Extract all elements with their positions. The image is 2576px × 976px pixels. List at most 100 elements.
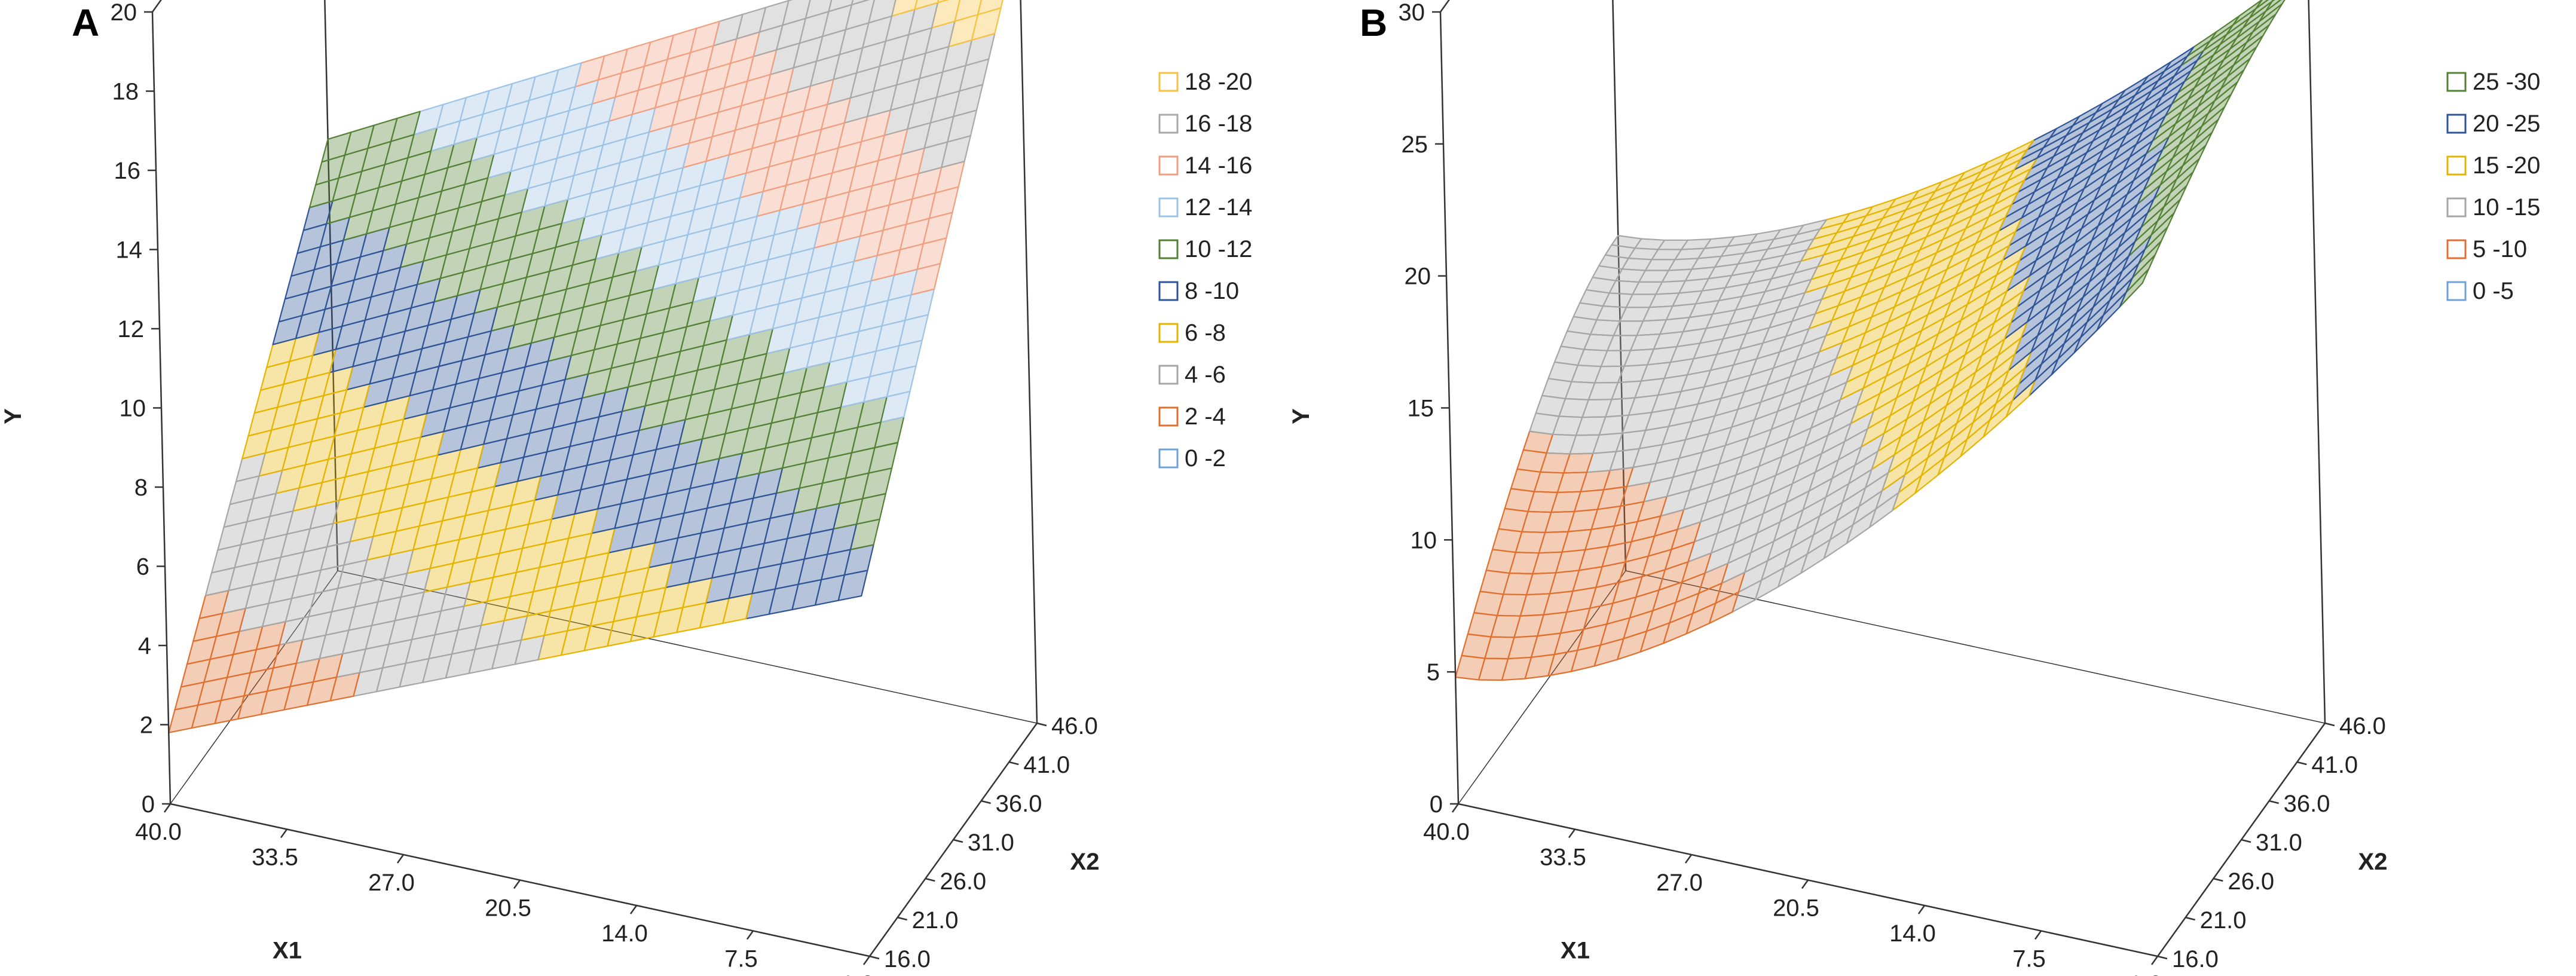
x2-tick-mark <box>953 839 963 843</box>
legend: 18 -20 16 -18 14 -16 12 -14 10 -12 8 -10 6 -8 4… <box>1158 69 1252 472</box>
y-tick-label: 14 <box>116 237 143 264</box>
surface-cell <box>891 0 918 17</box>
surface-cell <box>937 0 949 4</box>
legend-entry: 12 -14 <box>1158 194 1252 221</box>
legend-entry: 10 -15 <box>2446 194 2540 221</box>
x2-tick-label: 31.0 <box>968 830 1014 856</box>
legend-label: 12 -14 <box>1185 194 1252 221</box>
x2-axis-title: X2 <box>2358 849 2388 875</box>
x1-tick-label: 1.0 <box>2129 971 2162 976</box>
legend-entry: 4 -6 <box>1158 362 1226 388</box>
x1-tick-label: 27.0 <box>368 870 415 896</box>
surface-cell <box>850 0 870 6</box>
legend-entry: 10 -12 <box>1158 236 1252 262</box>
back-wall-corner-edge <box>324 0 339 571</box>
y-tick-label: 2 <box>140 712 153 739</box>
legend-swatch <box>1158 239 1179 259</box>
x2-tick-mark <box>869 955 880 960</box>
surface-chart-a: A 0 2 4 6 8 10 12 14 16 18 20 40.0 33.5 27.0 20.5 14.0 7.… <box>0 0 1252 976</box>
legend-label: 5 -10 <box>2473 236 2527 262</box>
x1-tick-mark <box>1451 803 1460 813</box>
legend-swatch <box>2446 114 2467 134</box>
y-tick-label: 4 <box>138 633 151 659</box>
legend-label: 8 -10 <box>1185 278 1239 304</box>
back-wall-top-edge <box>1439 0 1450 13</box>
x2-tick-label: 46.0 <box>1051 713 1098 739</box>
x2-tick-mark <box>2241 839 2251 843</box>
y-tick-label: 10 <box>1411 527 1437 553</box>
y-tick-label: 12 <box>118 316 145 342</box>
legend-swatch <box>1158 406 1179 427</box>
x1-tick-label: 7.5 <box>2012 946 2046 972</box>
panel-label: B <box>1360 1 1387 44</box>
floor-back-edges <box>1458 570 2326 804</box>
x2-axis-title: X2 <box>1070 849 1100 875</box>
floor-back-edges <box>170 570 1038 804</box>
y-axis-title: Y <box>0 408 26 424</box>
surface-cell <box>828 0 854 13</box>
x2-tick-mark <box>981 800 991 804</box>
x1-tick-label: 40.0 <box>1423 819 1470 845</box>
y-tick-label: 30 <box>1399 0 1425 26</box>
x1-tick-label: 33.5 <box>252 845 298 871</box>
y-tick-label: 18 <box>112 79 139 105</box>
y-tick-label: 0 <box>1430 791 1443 818</box>
axes-frame <box>1439 0 2326 804</box>
legend-entry: 0 -5 <box>2446 278 2514 304</box>
y-tick-label: 8 <box>134 475 148 501</box>
surface-cell <box>1498 507 1529 533</box>
x2-tick-mark <box>2297 761 2307 766</box>
x1-tick-mark <box>629 905 638 914</box>
x1-tick-label: 14.0 <box>601 920 648 947</box>
surface-mesh <box>168 0 1004 733</box>
x2-tick-label: 26.0 <box>2228 868 2274 895</box>
x1-tick-mark <box>513 879 521 889</box>
legend-swatch <box>1158 365 1179 385</box>
legend-entry: 5 -10 <box>2446 236 2527 262</box>
surface-cell <box>321 131 352 163</box>
x2-tick-label: 21.0 <box>2200 907 2247 934</box>
x1-tick-label: 20.5 <box>1773 895 1819 922</box>
x1-tick-label: 7.5 <box>724 946 758 972</box>
x1-axis-title: X1 <box>273 937 302 963</box>
legend-label: 2 -4 <box>1185 403 1226 430</box>
y-tick-label: 6 <box>136 554 149 580</box>
x2-tick-mark <box>2324 722 2335 727</box>
legend-label: 16 -18 <box>1185 111 1252 137</box>
legend-entry: 2 -4 <box>1158 403 1226 430</box>
legend-swatch <box>1158 281 1179 301</box>
surface-cell <box>1510 468 1541 492</box>
legend-swatch <box>2446 239 2467 259</box>
legend-swatch <box>2446 197 2467 218</box>
x2-tick-mark <box>2213 877 2223 882</box>
y-axis-title: Y <box>1288 408 1314 424</box>
x2-tick-label: 41.0 <box>2311 752 2358 778</box>
panel-b: B 0 5 10 15 20 25 30 40.0 33.5 27.0 20.5 14.0 7.5 1.0 1… <box>1288 0 2576 976</box>
legend-label: 6 -8 <box>1185 320 1226 346</box>
back-wall-corner-edge <box>1612 0 1627 571</box>
legend-label: 18 -20 <box>1185 69 1252 95</box>
legend-entry: 20 -25 <box>2446 111 2540 137</box>
x2-tick-label: 41.0 <box>1023 752 1070 778</box>
x2-tick-label: 21.0 <box>912 907 959 934</box>
surface-cell <box>914 0 940 10</box>
y-tick-label: 25 <box>1402 131 1428 158</box>
legend-label: 4 -6 <box>1185 362 1226 388</box>
surface-cell <box>977 0 1004 16</box>
x1-tick-mark <box>163 803 172 813</box>
legend-swatch <box>1158 448 1179 469</box>
x2-tick-mark <box>1009 761 1019 766</box>
legend-label: 10 -12 <box>1185 236 1252 262</box>
surface-mesh <box>1455 0 2286 681</box>
x2-tick-label: 26.0 <box>940 868 986 895</box>
x1-tick-label: 27.0 <box>1656 870 1703 896</box>
x2-tick-label: 16.0 <box>884 946 931 972</box>
x1-tick-mark <box>746 930 754 940</box>
axes-frame <box>151 0 1038 804</box>
legend-entry: 16 -18 <box>1158 111 1252 137</box>
surface-cell <box>168 704 199 733</box>
legend-entry: 14 -16 <box>1158 152 1252 179</box>
x1-tick-label: 20.5 <box>485 895 531 922</box>
surface-cell <box>1611 235 1642 249</box>
back-wall-right-edge <box>1020 0 1038 724</box>
